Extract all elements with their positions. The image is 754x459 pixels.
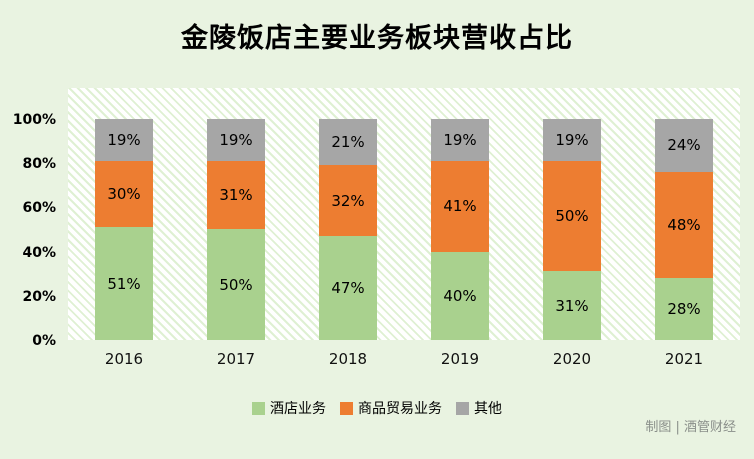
- x-tick-label: 2021: [664, 350, 704, 368]
- x-tick-label: 2017: [216, 350, 256, 368]
- y-axis: 0% 20% 40% 60% 80% 100%: [6, 88, 62, 349]
- segment-other: 24%: [655, 118, 713, 173]
- legend-item-other: 其他: [456, 398, 502, 418]
- segment-hotel: 47%: [319, 236, 377, 340]
- segment-trade: 48%: [655, 172, 713, 279]
- data-label: 32%: [331, 191, 365, 210]
- bar-2016: 51% 30% 19%: [95, 88, 153, 340]
- segment-trade: 50%: [543, 160, 601, 272]
- data-label: 48%: [667, 216, 701, 235]
- data-label: 21%: [331, 133, 365, 152]
- data-label: 51%: [107, 274, 141, 293]
- data-label: 50%: [555, 207, 589, 226]
- chart-title: 金陵饭店主要业务板块营收占比: [181, 23, 573, 54]
- legend: 酒店业务 商品贸易业务 其他: [0, 398, 754, 418]
- bar-2021: 28% 48% 24%: [655, 88, 713, 340]
- data-label: 40%: [443, 286, 477, 305]
- data-label: 28%: [667, 300, 701, 319]
- legend-swatch-other: [456, 401, 469, 415]
- legend-swatch-trade: [340, 401, 353, 415]
- data-label: 30%: [107, 185, 141, 204]
- segment-trade: 30%: [95, 160, 153, 228]
- plot-area: 51% 30% 19% 50% 31% 19% 47% 32% 21% 40% 41% 19% 31% 5…: [68, 88, 740, 340]
- segment-other: 19%: [95, 118, 153, 161]
- segment-trade: 31%: [207, 160, 265, 230]
- x-tick-label: 2020: [552, 350, 592, 368]
- bar-2018: 47% 32% 21%: [319, 88, 377, 340]
- y-tick-label: 80%: [22, 156, 56, 173]
- segment-trade: 32%: [319, 165, 377, 237]
- segment-hotel: 28%: [655, 278, 713, 340]
- segment-other: 19%: [207, 118, 265, 161]
- x-tick-label: 2019: [440, 350, 480, 368]
- data-label: 41%: [443, 197, 477, 216]
- y-tick-label: 60%: [22, 200, 56, 217]
- data-label: 19%: [443, 130, 477, 149]
- data-label: 19%: [219, 130, 253, 149]
- y-tick-label: 20%: [22, 288, 56, 305]
- data-label: 47%: [331, 279, 365, 298]
- data-label: 24%: [667, 136, 701, 155]
- segment-other: 19%: [543, 118, 601, 161]
- segment-other: 19%: [431, 118, 489, 161]
- y-tick-label: 0%: [32, 333, 56, 349]
- legend-label-other: 其他: [474, 401, 502, 417]
- x-tick-label: 2018: [328, 350, 368, 368]
- x-axis: 2016 2017 2018 2019 2020 2021: [68, 350, 740, 368]
- bar-2019: 40% 41% 19%: [431, 88, 489, 340]
- legend-swatch-hotel: [252, 401, 265, 415]
- data-label: 19%: [107, 130, 141, 149]
- legend-item-trade: 商品贸易业务: [340, 398, 442, 418]
- y-tick-label: 100%: [12, 111, 56, 128]
- bar-2017: 50% 31% 19%: [207, 88, 265, 340]
- legend-item-hotel: 酒店业务: [252, 398, 326, 418]
- data-label: 50%: [219, 275, 253, 294]
- segment-other: 21%: [319, 118, 377, 166]
- bar-2020: 31% 50% 19%: [543, 88, 601, 340]
- data-label: 19%: [555, 130, 589, 149]
- segment-hotel: 31%: [543, 271, 601, 340]
- data-label: 31%: [219, 186, 253, 205]
- segment-trade: 41%: [431, 160, 489, 252]
- bars: 51% 30% 19% 50% 31% 19% 47% 32% 21% 40% 41% 19% 31% 5…: [68, 88, 740, 340]
- segment-hotel: 51%: [95, 227, 153, 340]
- legend-label-hotel: 酒店业务: [270, 401, 326, 417]
- x-tick-label: 2016: [104, 350, 144, 368]
- plot-hatch-background: [68, 88, 740, 340]
- credit-text: 制图 | 酒管财经: [645, 420, 736, 435]
- y-tick-label: 40%: [22, 244, 56, 261]
- data-label: 31%: [555, 296, 589, 315]
- legend-label-trade: 商品贸易业务: [358, 401, 442, 417]
- segment-hotel: 50%: [207, 229, 265, 340]
- segment-hotel: 40%: [431, 251, 489, 340]
